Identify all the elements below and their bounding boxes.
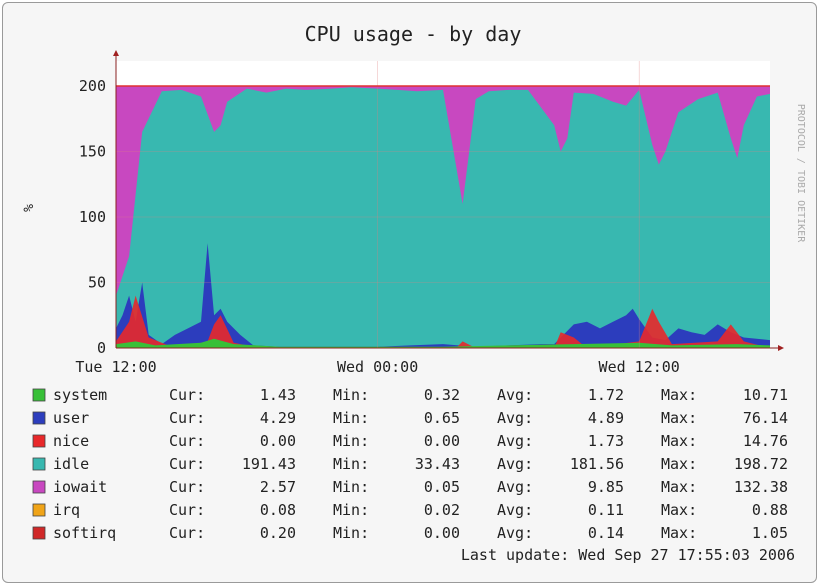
legend-cur-label: Cur: [169,478,205,496]
y-tick-label: 100 [79,208,106,226]
x-axis-arrow [778,345,784,351]
legend-cur-value: 4.29 [260,409,296,427]
legend-swatch-idle [32,457,46,471]
legend-avg-value: 0.11 [588,501,624,519]
legend-avg-label: Avg: [497,524,533,542]
legend-avg-value: 9.85 [588,478,624,496]
legend-min-value: 0.65 [424,409,460,427]
legend-max-label: Max: [661,386,697,404]
legend-min-label: Min: [333,455,369,473]
legend-min-value: 0.02 [424,501,460,519]
legend-max-value: 132.38 [734,478,788,496]
legend-cur-value: 191.43 [242,455,296,473]
vertical-watermark: PROTOCOL / TOBI OETIKER [795,104,806,243]
legend-cur-value: 0.08 [260,501,296,519]
legend-min-value: 0.05 [424,478,460,496]
legend-cur-label: Cur: [169,386,205,404]
legend-avg-label: Avg: [497,386,533,404]
legend-min-label: Min: [333,386,369,404]
legend-avg-label: Avg: [497,455,533,473]
legend-cur-value: 0.00 [260,432,296,450]
legend-min-value: 0.00 [424,432,460,450]
legend-name-nice: nice [53,432,89,450]
legend-min-value: 33.43 [415,455,460,473]
plot-area [116,61,770,348]
legend-cur-label: Cur: [169,501,205,519]
legend-max-label: Max: [661,432,697,450]
legend-name-user: user [53,409,89,427]
x-tick-label: Wed 12:00 [599,358,680,376]
legend-avg-label: Avg: [497,432,533,450]
legend-min-value: 0.00 [424,524,460,542]
legend-max-label: Max: [661,409,697,427]
legend-name-system: system [53,386,107,404]
legend-swatch-iowait [32,480,46,494]
legend-name-irq: irq [53,501,80,519]
legend-swatch-irq [32,503,46,517]
legend-swatch-system [32,388,46,402]
legend-avg-value: 1.72 [588,386,624,404]
legend-max-value: 10.71 [743,386,788,404]
legend-max-label: Max: [661,501,697,519]
legend-min-label: Min: [333,409,369,427]
user-area [116,243,770,348]
y-axis-arrow [113,50,119,56]
chart-title: CPU usage - by day [305,22,522,46]
legend-max-value: 1.05 [752,524,788,542]
legend-avg-label: Avg: [497,501,533,519]
legend-name-idle: idle [53,455,89,473]
y-tick-label: 150 [79,143,106,161]
legend-max-value: 198.72 [734,455,788,473]
y-axis-label: % [22,204,37,212]
nice-area [116,295,770,348]
y-tick-label: 50 [88,274,106,292]
legend-max-value: 14.76 [743,432,788,450]
legend-cur-label: Cur: [169,455,205,473]
legend-avg-value: 181.56 [570,455,624,473]
legend-max-label: Max: [661,455,697,473]
axes: 0 50 100 150 200 Tue 12:00 Wed 00:00 Wed 12:00 [75,50,784,376]
legend-avg-value: 1.73 [588,432,624,450]
legend-max-value: 76.14 [743,409,788,427]
legend-min-label: Min: [333,478,369,496]
legend-cur-value: 0.20 [260,524,296,542]
x-tick-label: Wed 00:00 [337,358,418,376]
legend-max-value: 0.88 [752,501,788,519]
legend-avg-value: 0.14 [588,524,624,542]
legend-swatch-nice [32,434,46,448]
legend-avg-value: 4.89 [588,409,624,427]
legend-swatch-user [32,411,46,425]
legend-cur-label: Cur: [169,409,205,427]
legend-max-label: Max: [661,524,697,542]
legend-max-label: Max: [661,478,697,496]
legend-cur-value: 2.57 [260,478,296,496]
cpu-usage-chart: CPU usage - by day % PROTOCOL / TOBI OET… [22,22,806,564]
legend-swatch-softirq [32,526,46,540]
legend-name-softirq: softirq [53,524,116,542]
legend-avg-label: Avg: [497,478,533,496]
y-tick-label: 200 [79,77,106,95]
y-tick-label: 0 [97,339,106,357]
legend-name-iowait: iowait [53,478,107,496]
legend-min-label: Min: [333,524,369,542]
legend-cur-label: Cur: [169,524,205,542]
legend-min-value: 0.32 [424,386,460,404]
top-band [116,61,770,86]
system-area [116,338,770,348]
legend-min-label: Min: [333,501,369,519]
legend-cur-label: Cur: [169,432,205,450]
x-tick-label: Tue 12:00 [75,358,156,376]
legend-cur-value: 1.43 [260,386,296,404]
legend: system Cur: 1.43 Min: 0.32 Avg: 1.72 Max: 10.71 u… [32,386,788,542]
legend-min-label: Min: [333,432,369,450]
last-update-text: Last update: Wed Sep 27 17:55:03 2006 [461,546,795,564]
legend-avg-label: Avg: [497,409,533,427]
